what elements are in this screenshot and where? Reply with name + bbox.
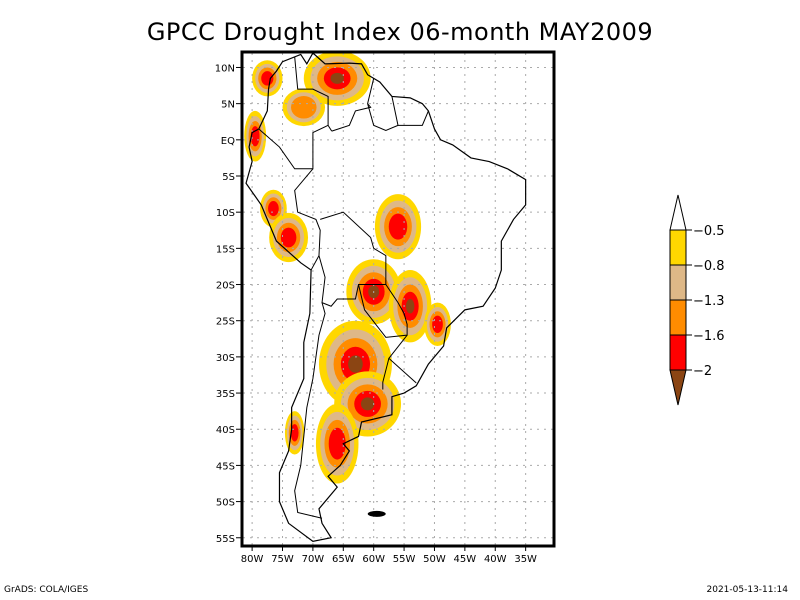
country-border bbox=[294, 302, 326, 519]
grid-lines bbox=[243, 53, 553, 545]
x-tick-label: 35W bbox=[514, 554, 537, 565]
south-america-coastline bbox=[245, 53, 527, 543]
colorbar-segment bbox=[669, 264, 687, 301]
country-border bbox=[391, 96, 429, 126]
colorbar-label: −1.6 bbox=[693, 329, 725, 344]
x-tick-label: 60W bbox=[362, 554, 385, 565]
drought-region-colombia-east bbox=[282, 88, 326, 127]
x-tick-label: 80W bbox=[241, 554, 264, 565]
y-tick-label: 50S bbox=[216, 498, 235, 509]
drought-level-4 bbox=[268, 201, 279, 217]
y-axis: 10N 5N EQ 5S 10S 15S 20S 25S 30S 35S 40S 45S 50S 55S bbox=[215, 63, 242, 545]
country-border bbox=[258, 124, 329, 170]
grads-credit: GrADS: COLA/IGES bbox=[4, 585, 89, 595]
country-border bbox=[294, 56, 333, 132]
y-tick-label: 30S bbox=[216, 353, 235, 364]
drought-level-5 bbox=[360, 397, 375, 411]
drought-level-5 bbox=[330, 72, 344, 84]
drought-level-4 bbox=[280, 227, 297, 248]
y-tick-label: 40S bbox=[216, 425, 235, 436]
drought-region-peru-south bbox=[269, 212, 309, 263]
colorbar-bottom-arrow bbox=[669, 369, 687, 406]
y-tick-label: 5N bbox=[221, 100, 235, 111]
colorbar-label: −0.8 bbox=[693, 259, 725, 274]
y-tick-label: 55S bbox=[216, 534, 235, 545]
y-tick-label: EQ bbox=[221, 136, 235, 147]
x-tick-label: 70W bbox=[302, 554, 325, 565]
chart-title: GPCC Drought Index 06-month MAY2009 bbox=[146, 18, 654, 46]
y-tick-label: 45S bbox=[216, 461, 235, 472]
drought-region-chile-south bbox=[284, 411, 305, 455]
colorbar-legend: −0.5 −0.8 −1.3 −1.6 −2 bbox=[669, 194, 725, 406]
drought-level-4 bbox=[432, 315, 443, 334]
country-border bbox=[331, 103, 372, 132]
colorbar-top-arrow bbox=[669, 194, 687, 231]
x-axis: 80W 75W 70W 65W 60W 55W 50W 45W 40W 35W bbox=[241, 546, 537, 565]
colorbar-label: −1.3 bbox=[693, 294, 725, 309]
colorbar-segment bbox=[669, 334, 687, 371]
x-tick-label: 40W bbox=[484, 554, 507, 565]
y-tick-label: 10S bbox=[216, 208, 235, 219]
colorbar-label: −2 bbox=[693, 364, 712, 379]
x-tick-label: 75W bbox=[271, 554, 294, 565]
y-tick-label: 10N bbox=[215, 63, 235, 74]
drought-level-4 bbox=[250, 126, 260, 147]
drought-level-5 bbox=[348, 355, 363, 373]
drought-level-4 bbox=[261, 71, 274, 86]
country-border bbox=[358, 284, 408, 338]
x-tick-label: 65W bbox=[332, 554, 355, 565]
x-tick-label: 55W bbox=[393, 554, 416, 565]
colorbar-segment bbox=[669, 229, 687, 266]
coastlines-and-borders bbox=[245, 53, 527, 543]
y-tick-label: 15S bbox=[216, 244, 235, 255]
x-tick-label: 45W bbox=[454, 554, 477, 565]
drought-level-4 bbox=[388, 213, 408, 240]
drought-region-mato-grosso bbox=[374, 194, 422, 260]
y-tick-label: 25S bbox=[216, 317, 235, 328]
drought-level-4 bbox=[290, 424, 299, 442]
y-tick-label: 20S bbox=[216, 281, 235, 292]
drought-level-3 bbox=[291, 95, 317, 119]
country-border bbox=[382, 358, 390, 390]
y-tick-label: 35S bbox=[216, 389, 235, 400]
drought-region-colombia-north bbox=[252, 60, 283, 97]
colorbar-label: −0.5 bbox=[693, 224, 725, 239]
drought-level-4 bbox=[328, 427, 346, 460]
y-tick-label: 5S bbox=[222, 172, 235, 183]
country-border bbox=[367, 78, 399, 131]
falkland-islands bbox=[367, 510, 386, 517]
drought-region-ecuador-coast bbox=[244, 110, 267, 162]
drought-region-venezuela bbox=[303, 53, 371, 106]
x-tick-label: 50W bbox=[423, 554, 446, 565]
colorbar-segment bbox=[669, 299, 687, 336]
drought-region-patagonia bbox=[315, 403, 359, 484]
drought-level-5 bbox=[405, 299, 415, 314]
timestamp: 2021-05-13-11:14 bbox=[706, 585, 789, 595]
drought-region-santa-catarina bbox=[424, 302, 451, 347]
map-frame bbox=[240, 50, 556, 548]
